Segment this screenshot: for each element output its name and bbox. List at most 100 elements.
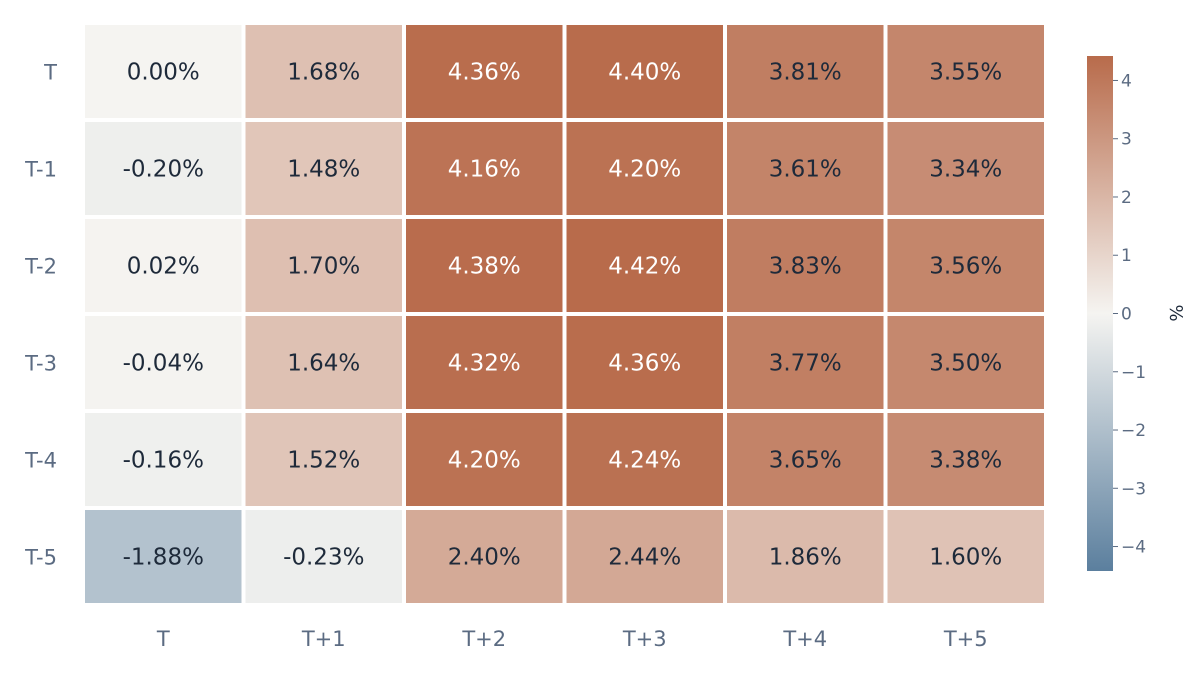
cell-value-label: 4.38% (448, 254, 521, 280)
cell-value-label: 3.81% (769, 60, 842, 86)
colorbar-tick-label: 4 (1121, 71, 1132, 91)
heatmap-cell (245, 25, 402, 118)
cell-value-label: 3.83% (769, 254, 842, 280)
heatmap-cell (245, 510, 402, 603)
heatmap-cell (887, 510, 1044, 603)
cell-value-label: -0.20% (123, 157, 204, 183)
colorbar: 4 3 2 1 0 −1 −2 −3 −4% (1087, 56, 1186, 571)
heatmap-cell (727, 413, 884, 506)
y-tick-label: T-1 (24, 158, 57, 182)
heatmap-cell (85, 219, 242, 312)
cell-value-label: 1.60% (929, 545, 1002, 571)
colorbar-tick-label: −2 (1121, 421, 1146, 441)
colorbar-tick-label: 1 (1121, 246, 1132, 266)
heatmap-cell (85, 510, 242, 603)
cell-value-label: 4.32% (448, 351, 521, 377)
heatmap-cell (727, 510, 884, 603)
cell-value-label: 3.55% (929, 60, 1002, 86)
x-axis: T T+1 T+2 T+3 T+4 T+5 (156, 627, 988, 651)
heatmap-cell (566, 316, 723, 409)
cell-value-label: 3.56% (929, 254, 1002, 280)
heatmap-cell (727, 316, 884, 409)
cell-value-label: 4.20% (448, 448, 521, 474)
heatmap-cell (406, 510, 563, 603)
cell-value-label: 4.24% (608, 448, 681, 474)
heatmap-cell (727, 219, 884, 312)
cell-value-label: 1.68% (287, 60, 360, 86)
x-tick-label: T+1 (301, 627, 346, 651)
heatmap-cell (85, 25, 242, 118)
heatmap-cell (566, 413, 723, 506)
cell-value-label: 4.16% (448, 157, 521, 183)
heatmap-cell (887, 219, 1044, 312)
cell-value-label: -1.88% (123, 545, 204, 571)
y-tick-label: T-5 (24, 546, 57, 570)
y-axis: T T-1 T-2 T-3 T-4 T-5 (24, 61, 57, 570)
colorbar-tick-label: −4 (1121, 538, 1146, 558)
y-tick-label: T-4 (24, 449, 57, 473)
heatmap-cell (406, 413, 563, 506)
cell-value-label: 4.36% (608, 351, 681, 377)
heatmap-cell-labels: 0.00% 1.68% 4.36% 4.40% 3.81% 3.55% -0.20% 1.48… (123, 60, 1003, 571)
x-tick-label: T+5 (943, 627, 988, 651)
heatmap-cell (566, 25, 723, 118)
heatmap-cell (887, 316, 1044, 409)
x-tick-label: T+3 (622, 627, 667, 651)
heatmap-cell (566, 122, 723, 215)
heatmap-cell (245, 316, 402, 409)
cell-value-label: 0.00% (127, 60, 200, 86)
heatmap-cell (85, 122, 242, 215)
x-tick-label: T+4 (782, 627, 827, 651)
colorbar-title: % (1165, 304, 1186, 321)
cell-value-label: 1.70% (287, 254, 360, 280)
heatmap-cell (887, 413, 1044, 506)
heatmap-cell (406, 316, 563, 409)
cell-value-label: -0.16% (123, 448, 204, 474)
cell-value-label: 3.77% (769, 351, 842, 377)
cell-value-label: 2.40% (448, 545, 521, 571)
cell-value-label: 3.50% (929, 351, 1002, 377)
cell-value-label: -0.04% (123, 351, 204, 377)
heatmap-cell (245, 219, 402, 312)
cell-value-label: 4.40% (608, 60, 681, 86)
colorbar-tick-label: −3 (1121, 479, 1146, 499)
heatmap-cell (566, 219, 723, 312)
cell-value-label: 1.86% (769, 545, 842, 571)
y-tick-label: T (43, 61, 57, 85)
cell-value-label: 1.52% (287, 448, 360, 474)
cell-value-label: 1.64% (287, 351, 360, 377)
heatmap-cell (85, 316, 242, 409)
cell-value-label: 3.38% (929, 448, 1002, 474)
cell-value-label: 4.20% (608, 157, 681, 183)
cell-value-label: 3.61% (769, 157, 842, 183)
heatmap-cells (85, 25, 1044, 603)
colorbar-tick-label: 0 (1121, 305, 1132, 325)
y-tick-label: T-3 (24, 352, 57, 376)
cell-value-label: 0.02% (127, 254, 200, 280)
colorbar-tick-label: 2 (1121, 188, 1132, 208)
x-tick-label: T+2 (461, 627, 506, 651)
heatmap-cell (887, 25, 1044, 118)
heatmap-cell (406, 25, 563, 118)
cell-value-label: -0.23% (283, 545, 364, 571)
heatmap-cell (406, 219, 563, 312)
cell-value-label: 4.36% (448, 60, 521, 86)
colorbar-tick-label: −1 (1121, 363, 1146, 383)
heatmap-cell (85, 413, 242, 506)
heatmap-cell (727, 25, 884, 118)
cell-value-label: 1.48% (287, 157, 360, 183)
heatmap-cell (245, 122, 402, 215)
heatmap-cell (887, 122, 1044, 215)
heatmap-cell (727, 122, 884, 215)
heatmap-cell (406, 122, 563, 215)
cell-value-label: 3.34% (929, 157, 1002, 183)
y-tick-label: T-2 (24, 255, 57, 279)
cell-value-label: 3.65% (769, 448, 842, 474)
heatmap-cell (566, 510, 723, 603)
cell-value-label: 2.44% (608, 545, 681, 571)
colorbar-tick-label: 3 (1121, 130, 1132, 150)
heatmap-cell (245, 413, 402, 506)
colorbar-gradient (1087, 56, 1113, 571)
